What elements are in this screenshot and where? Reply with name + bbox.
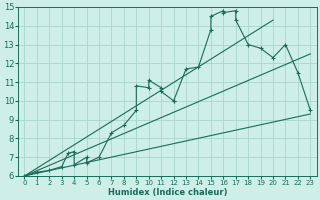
X-axis label: Humidex (Indice chaleur): Humidex (Indice chaleur) [108, 188, 227, 197]
